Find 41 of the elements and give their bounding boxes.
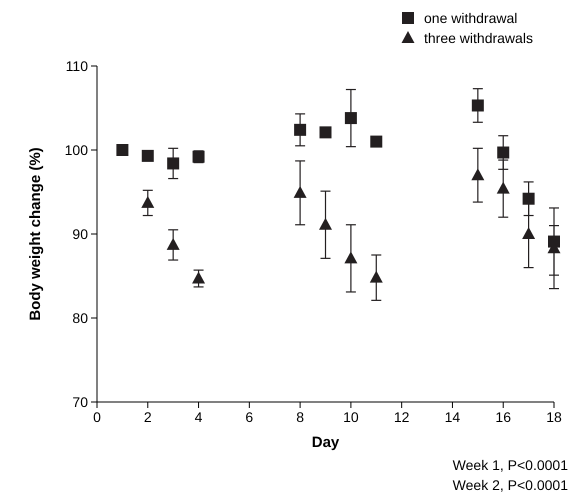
point — [166, 238, 180, 250]
point — [319, 218, 332, 230]
y-tick-label: 100 — [64, 142, 88, 158]
y-tick-label: 70 — [72, 394, 88, 410]
text: Week 1, P<0.0001 — [452, 457, 568, 473]
point — [141, 196, 154, 208]
x-tick-label: 16 — [495, 409, 512, 425]
x-tick-label: 4 — [194, 409, 203, 425]
point — [522, 192, 535, 205]
point — [142, 150, 154, 162]
point — [472, 99, 484, 112]
point — [116, 144, 128, 156]
point — [344, 251, 358, 264]
legend-label: three withdrawals — [424, 30, 533, 46]
y-tick-label: 110 — [66, 58, 88, 74]
y-tick-label: 90 — [72, 226, 88, 242]
y-axis-title: Body weight change (%) — [27, 147, 44, 321]
point — [496, 182, 510, 194]
point — [522, 227, 536, 239]
x-tick-label: 14 — [444, 409, 460, 425]
x-tick-label: 0 — [93, 409, 102, 425]
x-tick-label: 12 — [394, 409, 410, 425]
point — [192, 272, 206, 284]
point — [320, 126, 332, 138]
x-axis-title: Day — [312, 434, 340, 451]
text: Week 2, P<0.0001 — [452, 477, 568, 493]
legend-label: one withdrawal — [424, 10, 518, 26]
point — [471, 168, 484, 180]
point — [344, 112, 357, 124]
point — [294, 124, 306, 136]
y-tick-label: 80 — [72, 310, 88, 326]
point — [167, 157, 180, 170]
point — [370, 270, 383, 283]
x-tick-label: 2 — [144, 409, 152, 425]
x-tick-label: 10 — [343, 409, 359, 425]
x-tick-label: 18 — [546, 409, 562, 425]
point — [497, 146, 510, 159]
x-tick-label: 8 — [296, 409, 304, 425]
point — [294, 186, 307, 198]
x-tick-label: 6 — [245, 409, 254, 425]
point — [370, 136, 382, 148]
